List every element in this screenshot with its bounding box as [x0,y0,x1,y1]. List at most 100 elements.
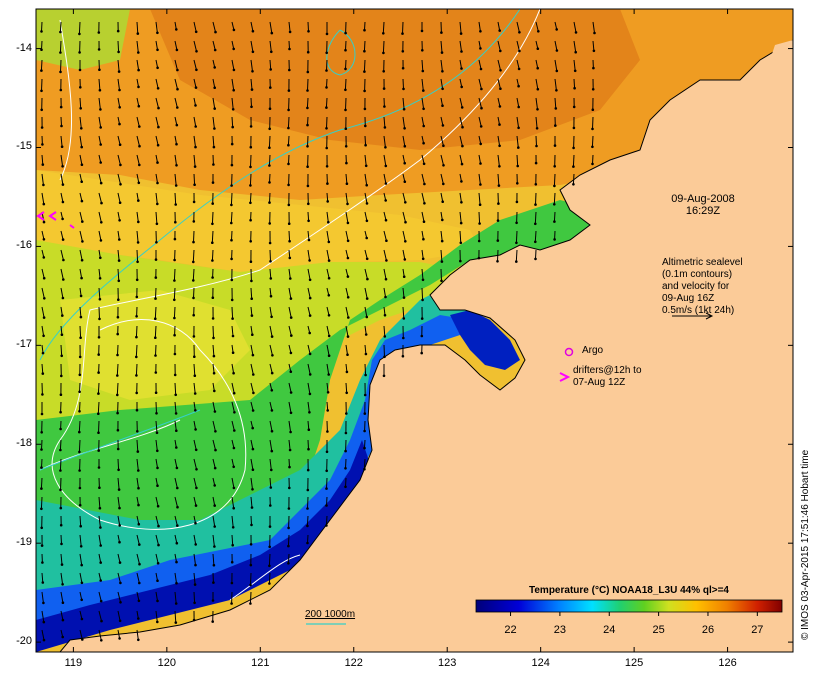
velocity-arrow-head [98,317,101,321]
velocity-arrow [421,173,425,185]
velocity-arrow-head [251,447,255,451]
velocity-arrow [174,40,178,51]
x-tick-label: 121 [251,657,270,669]
velocity-arrow-head [537,30,540,33]
velocity-arrow-head [288,448,292,452]
velocity-arrow-head [213,86,216,89]
velocity-arrow-head [175,429,178,433]
velocity-arrow [136,572,140,584]
velocity-arrow-head [325,69,328,72]
velocity-arrow-head [42,601,45,605]
velocity-arrow [212,534,215,547]
velocity-arrow-head [97,336,101,339]
velocity-arrow-head [175,581,178,585]
velocity-arrow [534,230,537,242]
velocity-arrow [592,21,595,34]
velocity-arrow [136,154,140,166]
velocity-arrow-head [154,258,158,261]
velocity-arrow [231,477,235,488]
velocity-arrow [174,610,177,623]
velocity-arrow [459,192,462,203]
velocity-arrow-head [138,581,141,585]
velocity-arrow-head [268,127,272,131]
velocity-arrow-head [194,543,197,546]
velocity-arrow [516,40,520,52]
velocity-arrow [231,382,235,394]
velocity-arrow-head [231,334,235,338]
velocity-arrow-head [364,333,368,336]
velocity-arrow [117,572,121,584]
velocity-arrow-head [441,200,445,203]
velocity-arrow [41,363,44,374]
drifter-legend-marker [559,372,571,382]
velocity-arrow [535,59,539,69]
velocity-arrow-head [98,277,102,280]
velocity-arrow-head [287,222,291,225]
velocity-arrow [326,230,330,242]
velocity-arrow-head [195,468,198,471]
velocity-arrow [383,306,386,316]
velocity-arrow-head [287,183,290,187]
velocity-arrow-head [536,108,539,111]
velocity-arrow-head [137,68,140,72]
velocity-arrow [98,230,102,241]
velocity-arrow [250,515,252,525]
velocity-arrow [516,97,520,108]
velocity-arrow-head [249,125,253,128]
velocity-arrow [497,154,500,167]
velocity-arrow-head [61,601,65,604]
velocity-arrow-head [573,69,577,73]
velocity-arrow-head [61,165,64,168]
velocity-arrow-head [249,602,252,605]
velocity-arrow [98,211,102,223]
velocity-arrow [136,458,139,471]
velocity-arrow [79,572,83,583]
velocity-arrow-head [287,162,290,166]
velocity-arrow [250,97,252,107]
velocity-arrow [535,40,539,49]
drifter-marker [69,224,75,229]
velocity-arrow [135,363,138,376]
velocity-arrow-head [403,127,406,130]
velocity-arrow-head [346,202,349,206]
velocity-arrow [383,344,385,357]
velocity-arrow-head [479,30,482,33]
velocity-arrow [60,116,62,127]
velocity-arrow [326,382,329,393]
velocity-arrow-head [306,106,309,110]
velocity-arrow-head [97,353,100,356]
velocity-arrow [136,553,140,565]
velocity-arrow [59,458,62,471]
velocity-arrow-head [307,30,310,33]
velocity-arrow [288,154,290,164]
velocity-arrow-head [308,331,312,335]
velocity-arrow-head [420,317,424,320]
velocity-arrow [212,21,216,33]
velocity-arrow-head [287,143,290,147]
velocity-arrow [136,249,139,262]
velocity-arrow-head [212,581,215,584]
velocity-arrow [60,534,62,544]
velocity-arrow-head [98,506,102,510]
velocity-arrow [440,192,444,202]
velocity-arrow [440,173,444,185]
velocity-arrow-head [344,467,347,470]
velocity-arrow-head [344,108,347,112]
velocity-arrow-head [78,68,82,72]
velocity-arrow-head [97,371,100,374]
velocity-arrow [98,135,102,145]
velocity-arrow-head [233,429,236,432]
velocity-arrow-head [173,279,176,282]
velocity-arrow-head [344,127,348,130]
velocity-arrow [98,173,102,184]
velocity-arrow-head [497,184,501,187]
velocity-arrow [155,287,157,299]
velocity-arrow-head [137,51,140,54]
velocity-arrow [60,59,62,72]
velocity-arrow [212,458,216,469]
velocity-arrow [364,211,368,221]
velocity-arrow-head [42,202,46,206]
velocity-arrow-head [307,428,311,432]
velocity-arrow-head [403,144,407,148]
velocity-arrow-head [440,239,444,243]
